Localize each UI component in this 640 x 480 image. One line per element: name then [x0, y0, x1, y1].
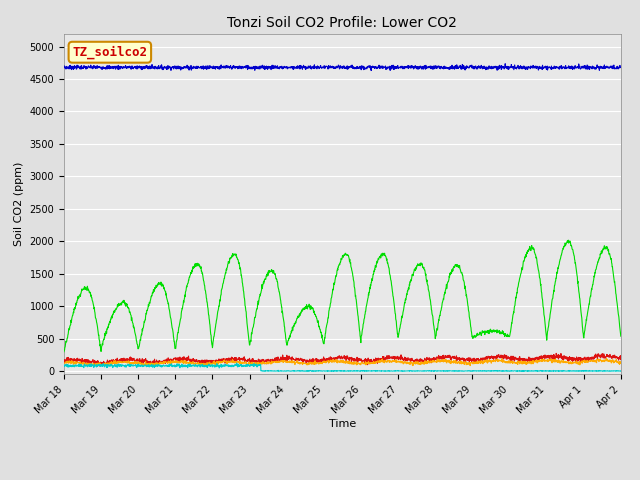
Text: TZ_soilco2: TZ_soilco2	[72, 46, 147, 59]
X-axis label: Time: Time	[329, 420, 356, 430]
Y-axis label: Soil CO2 (ppm): Soil CO2 (ppm)	[14, 162, 24, 246]
Title: Tonzi Soil CO2 Profile: Lower CO2: Tonzi Soil CO2 Profile: Lower CO2	[227, 16, 458, 30]
